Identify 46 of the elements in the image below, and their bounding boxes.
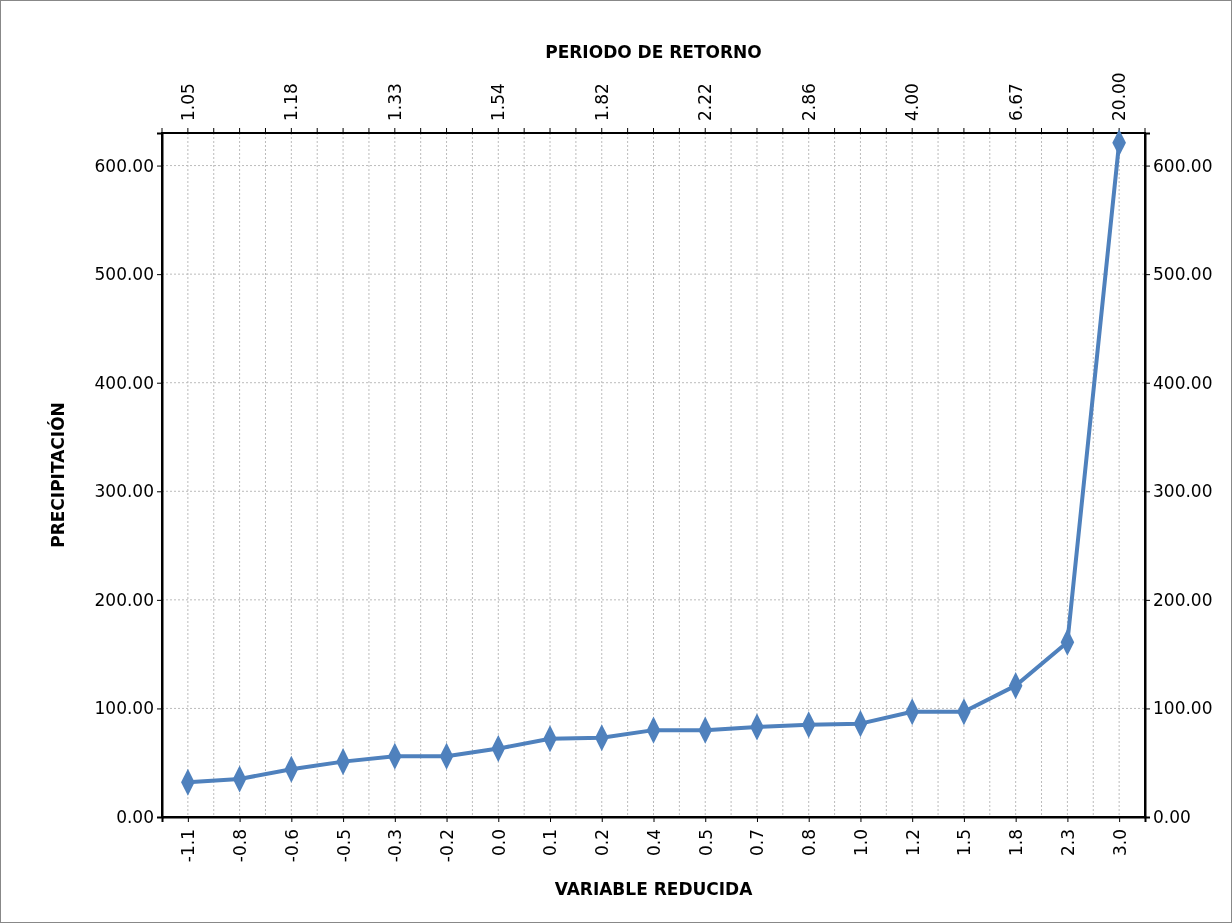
annotation: 1.82 [591,83,612,121]
x-tick-label: 0.4 [643,829,664,857]
x-tick-label: 0.8 [799,829,820,857]
x-tick-label: -0.5 [333,829,354,863]
chart-title: PERIODO DE RETORNO [545,42,762,62]
annotation: 2.22 [695,83,716,121]
y-axis-title: PRECIPITACIÓN [47,402,68,548]
annotation: 4.00 [902,83,923,121]
x-tick-label: -0.6 [281,829,302,863]
y-tick-label: 300.00 [94,481,154,502]
annotation: 6.67 [1005,83,1026,121]
x-axis-title: VARIABLE REDUCIDA [554,879,754,899]
annotation: 1.05 [177,83,198,121]
y2-tick-label: 600.00 [1153,155,1213,176]
y-tick-label: 200.00 [94,589,154,610]
x-tick-label: 3.0 [1109,829,1130,857]
x-tick-label: 0.5 [695,829,716,857]
x-tick-label: -1.1 [178,829,199,863]
y2-tick-label: 400.00 [1153,372,1213,393]
x-tick-label: 2.3 [1057,829,1078,857]
annotation: 1.54 [488,83,509,121]
x-tick-label: 0.1 [540,829,561,857]
x-tick-label: -0.8 [230,829,251,863]
x-tick-label: 0.7 [747,829,768,857]
x-tick-label: 1.2 [902,829,923,857]
annotation: 20.00 [1109,72,1130,121]
annotation: 1.33 [384,83,405,121]
y-tick-label: 600.00 [94,155,154,176]
y2-tick-label: 100.00 [1153,698,1213,719]
y-tick-label: 0.00 [116,806,154,827]
y2-tick-label: 500.00 [1153,264,1213,285]
x-tick-label: 1.8 [1006,829,1027,857]
x-tick-label: 0.0 [488,829,509,857]
annotation: 1.18 [281,83,302,121]
x-tick-label: -0.3 [385,829,406,863]
y-tick-label: 100.00 [94,698,154,719]
y-tick-label: 500.00 [94,264,154,285]
y2-tick-label: 0.00 [1153,806,1191,827]
x-tick-label: -0.2 [437,829,457,863]
x-tick-label: 1.5 [954,829,975,857]
y-tick-label: 400.00 [94,372,154,393]
x-tick-label: 1.0 [850,829,871,857]
y2-tick-label: 200.00 [1153,589,1213,610]
x-tick-label: 0.2 [592,829,613,857]
y2-tick-label: 300.00 [1153,481,1213,502]
annotation: 2.86 [798,83,819,121]
